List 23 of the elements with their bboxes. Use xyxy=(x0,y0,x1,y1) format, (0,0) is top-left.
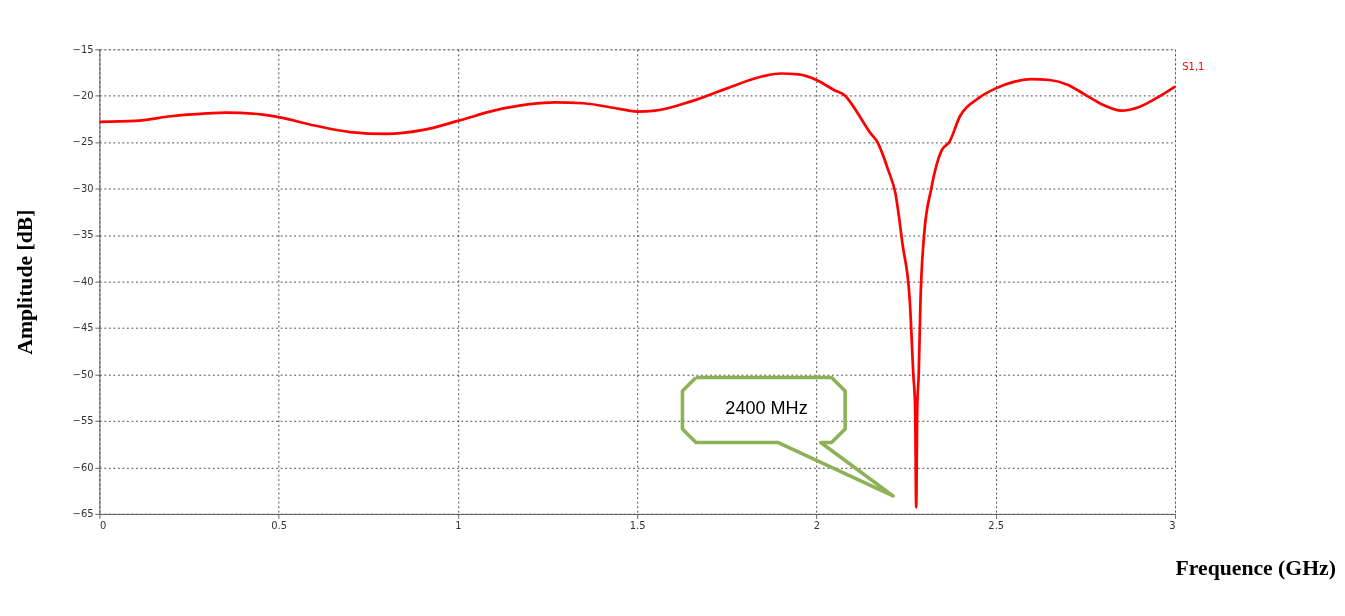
y-tick-label: −20 xyxy=(72,89,94,101)
y-tick-label: −15 xyxy=(72,43,94,55)
x-tick-label: 0.5 xyxy=(271,519,288,531)
y-tick-label: −40 xyxy=(72,275,94,287)
y-tick-label: −45 xyxy=(72,322,94,334)
x-axis-title: Frequence (GHz) xyxy=(1175,555,1336,580)
x-tick-label: 2 xyxy=(813,519,821,531)
x-tick-label: 3 xyxy=(1169,519,1176,531)
x-tick-label: 1 xyxy=(455,519,462,531)
y-tick-label: −30 xyxy=(72,182,94,194)
y-axis-title: Amplitude [dB] xyxy=(12,209,37,355)
annotation: 2400 MHz xyxy=(725,397,808,418)
y-tick-label: −60 xyxy=(72,461,94,473)
x-tick-label: 2.5 xyxy=(988,519,1005,531)
x-tick-label: 0 xyxy=(99,519,107,531)
y-tick-label: −50 xyxy=(72,368,94,380)
line-series xyxy=(99,72,1176,509)
x-tick-label: 1.5 xyxy=(629,519,646,531)
y-tick-label: −35 xyxy=(72,229,94,241)
y-tick-label: −55 xyxy=(72,415,94,427)
series-label: S1,1 xyxy=(1182,61,1205,73)
y-tick-label: −65 xyxy=(72,508,94,520)
y-tick-label: −25 xyxy=(72,136,94,148)
